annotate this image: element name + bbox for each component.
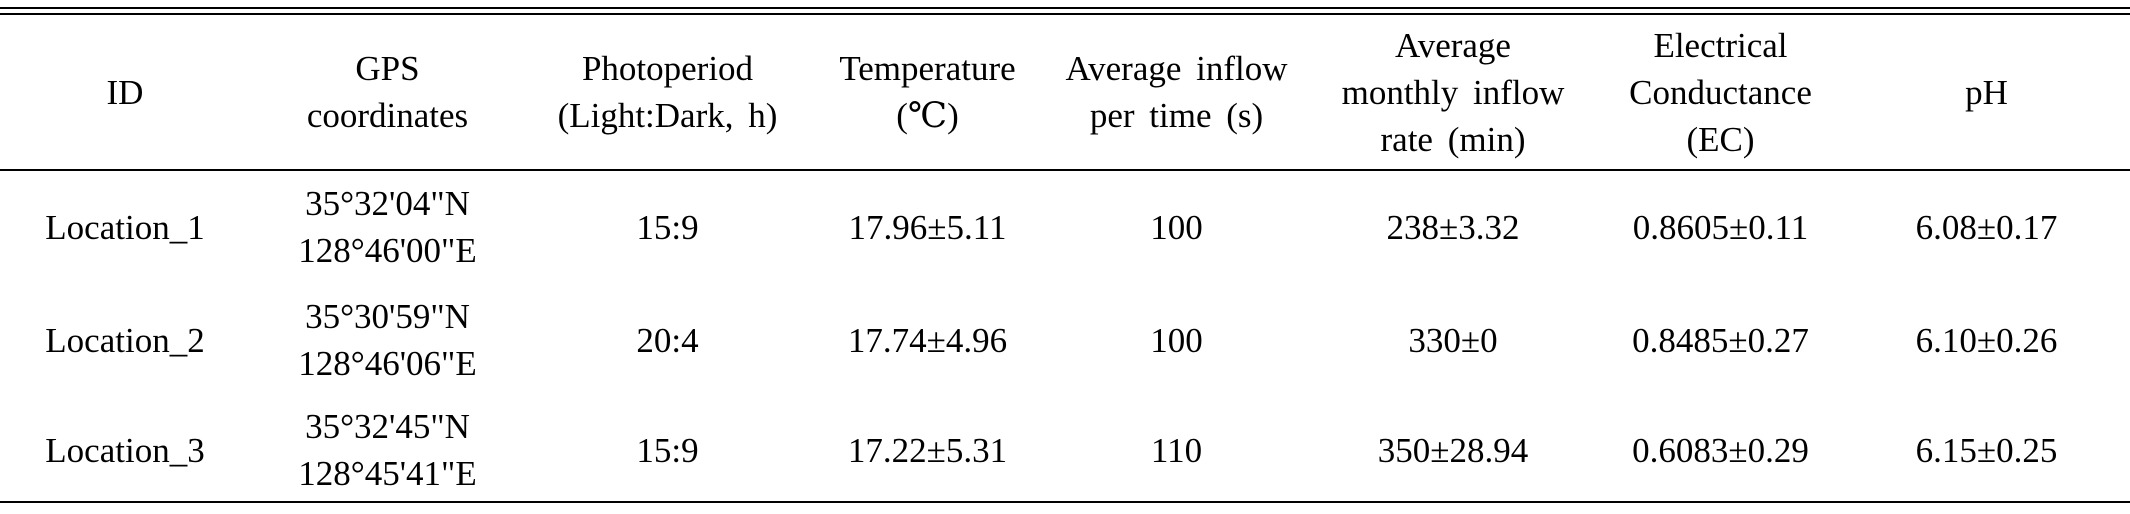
cell-ec: 0.8485±0.27 [1632,320,1809,360]
cell-gps-lon: 128°45'41"E [298,454,477,493]
table-body: Location_1 35°32'04"N 128°46'00"E 15:9 1… [0,169,2130,505]
header-ec-line-1: Electrical [1653,25,1788,65]
cell-ph: 6.15±0.25 [1915,430,2058,470]
cell-temperature: 17.74±4.96 [847,320,1008,360]
header-avg-monthly-inflow-line-2: monthly inflow [1341,72,1565,112]
header-ph-line: pH [1965,72,2008,112]
table-row: Location_3 35°32'45"N 128°45'41"E 15:9 1… [0,395,2130,505]
cell-ec: 0.8605±0.11 [1632,207,1809,247]
cell-ec: 0.6083±0.29 [1632,430,1809,470]
cell-gps-lon: 128°46'00"E [298,231,477,270]
header-ph: pH [1843,15,2130,169]
bottom-rule [0,501,2130,503]
header-rule [0,169,2130,171]
top-rule-outer [0,7,2130,9]
cell-ph: 6.10±0.26 [1915,320,2058,360]
header-id-line: ID [106,72,144,112]
header-temperature-line-1: Temperature [839,49,1016,88]
cell-id: Location_1 [45,207,205,247]
cell-photoperiod: 15:9 [636,430,699,470]
cell-gps-lat: 35°32'04"N [305,184,470,223]
cell-id: Location_3 [45,430,205,470]
table-row: Location_2 35°30'59"N 128°46'06"E 20:4 1… [0,285,2130,395]
cell-ph: 6.08±0.17 [1915,207,2058,247]
cell-id: Location_2 [45,320,205,360]
header-avg-monthly-inflow-line-1: Average [1395,25,1511,65]
header-photoperiod-line-2: (Light:Dark, h) [557,96,778,135]
cell-temperature: 17.22±5.31 [847,430,1008,470]
top-rule-inner [0,13,2130,15]
header-avg-monthly-inflow: Average monthly inflow rate (min) [1308,15,1598,169]
header-avg-inflow-time-line-1: Average inflow [1065,49,1288,88]
cell-photoperiod: 20:4 [636,320,699,360]
cell-avg-inflow-time: 110 [1150,430,1203,470]
cell-gps: 35°32'45"N 128°45'41"E [250,395,525,505]
header-avg-monthly-inflow-line-3: rate (min) [1380,119,1526,159]
cell-gps: 35°32'04"N 128°46'00"E [250,169,525,285]
header-ec: Electrical Conductance (EC) [1598,15,1843,169]
cell-gps-lon: 128°46'06"E [298,344,477,383]
cell-avg-monthly-inflow: 330±0 [1408,320,1498,360]
header-gps-line-1: GPS [355,49,420,88]
cell-gps: 35°30'59"N 128°46'06"E [250,285,525,395]
cell-gps-lat: 35°30'59"N [305,297,470,336]
table-header: ID GPS coordinates Photoperiod (Light:Da… [0,15,2130,169]
header-temperature-line-2: (℃) [896,96,959,135]
cell-temperature: 17.96±5.11 [848,207,1007,247]
header-gps: GPS coordinates [250,15,525,169]
header-gps-line-2: coordinates [306,96,469,135]
cell-avg-inflow-time: 100 [1150,320,1203,360]
cell-avg-monthly-inflow: 350±28.94 [1377,430,1529,470]
header-ec-line-2: Conductance [1629,72,1812,112]
table-row: Location_1 35°32'04"N 128°46'00"E 15:9 1… [0,169,2130,285]
header-ec-line-3: (EC) [1686,119,1755,159]
header-row: ID GPS coordinates Photoperiod (Light:Da… [0,15,2130,169]
header-id: ID [0,15,250,169]
header-temperature: Temperature (℃) [810,15,1045,169]
location-table: ID GPS coordinates Photoperiod (Light:Da… [0,15,2130,505]
header-avg-inflow-time: Average inflow per time (s) [1045,15,1308,169]
cell-avg-inflow-time: 100 [1150,207,1203,247]
cell-avg-monthly-inflow: 238±3.32 [1386,207,1520,247]
cell-photoperiod: 15:9 [636,207,699,247]
cell-gps-lat: 35°32'45"N [305,407,470,446]
header-avg-inflow-time-line-2: per time (s) [1089,96,1264,135]
header-photoperiod-line-1: Photoperiod [581,49,754,88]
header-photoperiod: Photoperiod (Light:Dark, h) [525,15,810,169]
